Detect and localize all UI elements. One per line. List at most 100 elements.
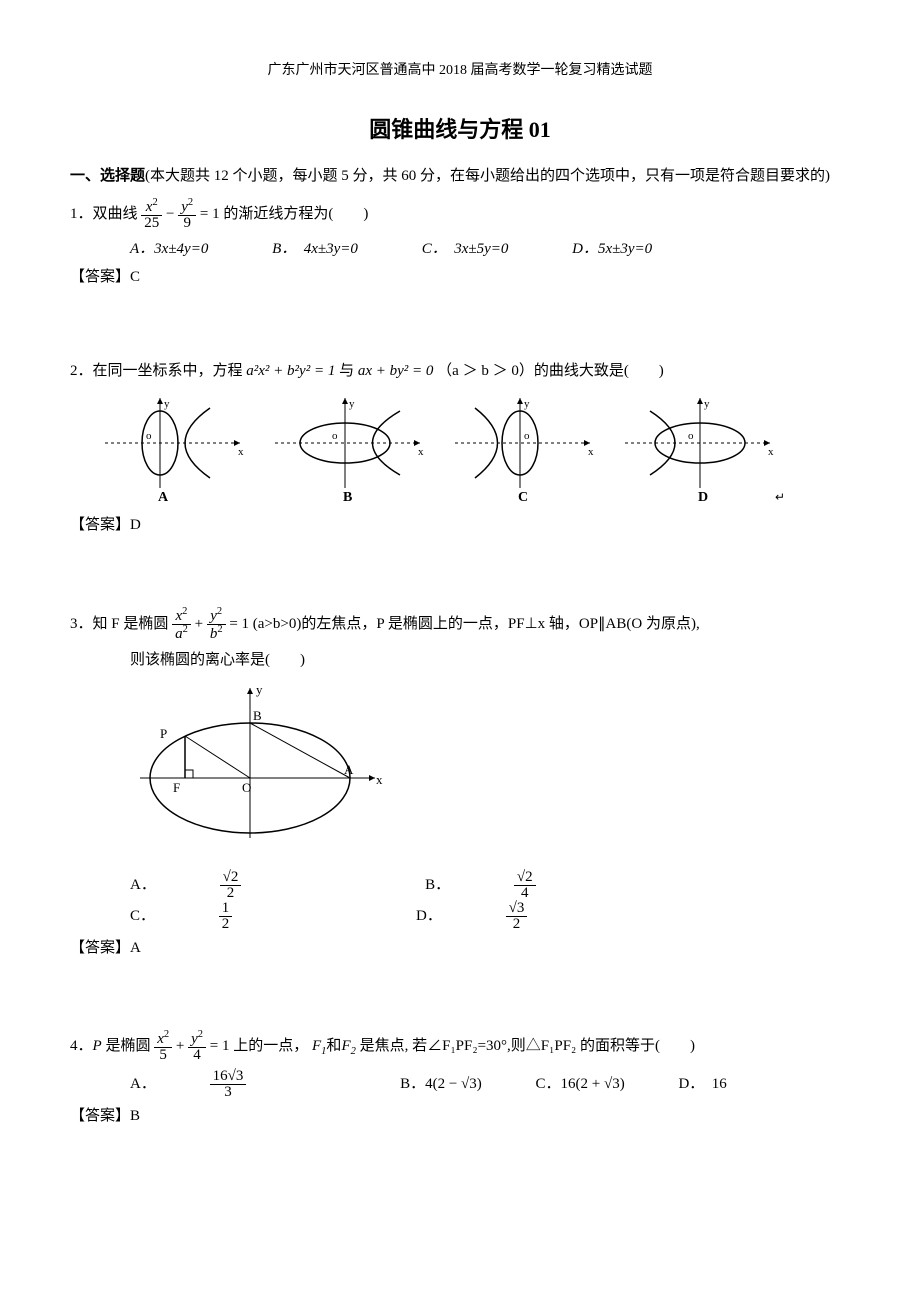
q4-frac2-num: y — [191, 1031, 198, 1047]
svg-text:O: O — [242, 780, 251, 795]
question-1: 1．双曲线 x2 25 − y2 9 = 1 的渐近线方程为( ) — [70, 198, 850, 231]
eq4: = 1 — [210, 1038, 230, 1054]
q4-frac2-den: 4 — [188, 1048, 206, 1063]
q4-F1: F1 — [312, 1038, 326, 1054]
q3-optA: A． √22 — [130, 870, 361, 901]
svg-text:x: x — [238, 446, 244, 458]
q4-options: A． 16√33 B．4(2 − √3) C．16(2 + √3) D． 16 — [70, 1069, 850, 1100]
q2-diagram-a: y o x A — [100, 393, 250, 503]
svg-text:o: o — [146, 430, 152, 442]
svg-text:C: C — [518, 490, 528, 503]
q4-answer: 【答案】B — [70, 1104, 850, 1128]
q2-diagrams: y o x A y o x B y o x C y o x D ↵ — [100, 393, 850, 503]
q4-F2: F2 — [341, 1038, 355, 1054]
q4-frac1: x2 5 — [154, 1030, 172, 1063]
q1-prefix: 1．双曲线 — [70, 206, 138, 222]
q4-pre: 4． — [70, 1038, 93, 1054]
eq1: = 1 — [200, 206, 220, 222]
q2-diagram-c: y o x C — [450, 393, 600, 503]
svg-text:A: A — [158, 490, 169, 503]
svg-text:o: o — [524, 430, 530, 442]
q3-frac2-densup: 2 — [217, 624, 222, 635]
q3-optC: C． 12 — [130, 901, 352, 932]
q3-answer: 【答案】A — [70, 936, 850, 960]
q1-optD: D．5x±3y=0 — [572, 237, 652, 261]
q1-frac1: x2 25 — [141, 198, 162, 231]
svg-text:y: y — [524, 398, 530, 410]
q1-frac1-numsup: 2 — [152, 197, 157, 208]
question-3: 3．知 F 是椭圆 x2 a2 + y2 b2 = 1 (a>b>0)的左焦点，… — [70, 607, 850, 642]
svg-text:x: x — [768, 446, 774, 458]
q4-frac1-den: 5 — [154, 1048, 172, 1063]
q1-options: A．3x±4y=0 B． 4x±3y=0 C． 3x±5y=0 D．5x±3y=… — [70, 237, 850, 261]
q1-frac2-numsup: 2 — [188, 197, 193, 208]
q2-pre: 2．在同一坐标系中，方程 — [70, 363, 243, 379]
svg-text:B: B — [253, 708, 262, 723]
q4-optA: A． 16√33 — [130, 1069, 346, 1100]
svg-text:F: F — [173, 780, 180, 795]
page-title: 圆锥曲线与方程 01 — [70, 112, 850, 147]
q2-cond: （a ＞ b ＞ 0）的曲线大致是( ) — [437, 363, 664, 379]
svg-text:D: D — [698, 490, 708, 503]
q3-tail1: (a>b>0)的左焦点，P 是椭圆上的一点，PF⊥x 轴，OP∥AB(O 为原点… — [253, 616, 700, 632]
q1-tail: 的渐近线方程为( ) — [223, 206, 368, 222]
q4-frac2-sup: 2 — [198, 1029, 203, 1040]
q3-frac2-sup: 2 — [217, 606, 222, 617]
q1-frac2-den: 9 — [178, 216, 196, 231]
svg-text:y: y — [704, 398, 710, 410]
q4-optC: C．16(2 + √3) — [536, 1072, 625, 1096]
q3-frac1-den: a — [175, 626, 183, 642]
q3-frac1-sup: 2 — [182, 606, 187, 617]
q4-P: P — [93, 1038, 102, 1054]
page-header: 广东广州市天河区普通高中 2018 届高考数学一轮复习精选试题 — [70, 60, 850, 82]
q2-answer: 【答案】D — [70, 513, 850, 537]
svg-text:P: P — [160, 726, 167, 741]
section-head: 一、选择题 — [70, 168, 145, 184]
svg-text:x: x — [588, 446, 594, 458]
q3-frac2-num: y — [210, 608, 217, 624]
q2-eq1: a²x² + b²y² = 1 — [246, 363, 335, 379]
section-intro: 一、选择题(本大题共 12 个小题，每小题 5 分，共 60 分，在每小题给出的… — [70, 164, 850, 188]
q1-answer: 【答案】C — [70, 265, 850, 289]
q2-eq2: ax + by² = 0 — [358, 363, 434, 379]
q4-frac1-sup: 2 — [164, 1029, 169, 1040]
plus: + — [195, 616, 207, 632]
q3-frac1: x2 a2 — [172, 607, 191, 642]
svg-text:y: y — [349, 398, 355, 410]
q1-optA: A．3x±4y=0 — [130, 237, 208, 261]
minus: − — [166, 206, 178, 222]
q1-frac2-num: y — [181, 199, 188, 215]
q2-diagram-d: y o x D ↵ — [620, 393, 790, 503]
q4-optD: D． 16 — [678, 1072, 726, 1096]
q3-frac2: y2 b2 — [207, 607, 226, 642]
q4-tail2: 是焦点, 若∠F₁PF₂=30°,则△F₁PF₂ 的面积等于( ) — [360, 1038, 695, 1054]
q2-diagram-b: y o x B — [270, 393, 430, 503]
svg-text:x: x — [376, 772, 383, 787]
q3-diagram: P F B O A x y — [130, 678, 850, 856]
q3-optD: D． √32 — [416, 901, 647, 932]
svg-text:y: y — [256, 682, 263, 697]
question-4: 4．P 是椭圆 x2 5 + y2 4 = 1 上的一点， F1和F2 是焦点,… — [70, 1030, 850, 1063]
q1-frac2: y2 9 — [178, 198, 196, 231]
question-2: 2．在同一坐标系中，方程 a²x² + b²y² = 1 与 ax + by² … — [70, 359, 850, 383]
q1-frac1-den: 25 — [141, 216, 162, 231]
q3-optB: B． √24 — [425, 870, 656, 901]
q4-frac2: y2 4 — [188, 1030, 206, 1063]
eq1-3: = 1 — [229, 616, 249, 632]
q4-and: 和 — [326, 1038, 341, 1054]
q3-pre: 3．知 F 是椭圆 — [70, 616, 168, 632]
svg-text:A: A — [344, 762, 354, 777]
section-note: (本大题共 12 个小题，每小题 5 分，共 60 分，在每小题给出的四个选项中… — [145, 168, 830, 184]
q4-frac1-num: x — [157, 1031, 164, 1047]
svg-text:y: y — [164, 398, 170, 410]
svg-text:o: o — [332, 430, 338, 442]
svg-text:o: o — [688, 430, 694, 442]
plus4: + — [176, 1038, 188, 1054]
svg-text:x: x — [418, 446, 424, 458]
svg-text:B: B — [343, 490, 352, 503]
q4-tail1: 上的一点， — [233, 1038, 308, 1054]
q3-options: A． √22 B． √24 C． 12 D． √32 — [70, 870, 850, 932]
q1-optC: C． 3x±5y=0 — [422, 237, 509, 261]
q4-optB: B．4(2 − √3) — [400, 1072, 482, 1096]
q3-tail2: 则该椭圆的离心率是( ) — [70, 648, 850, 672]
